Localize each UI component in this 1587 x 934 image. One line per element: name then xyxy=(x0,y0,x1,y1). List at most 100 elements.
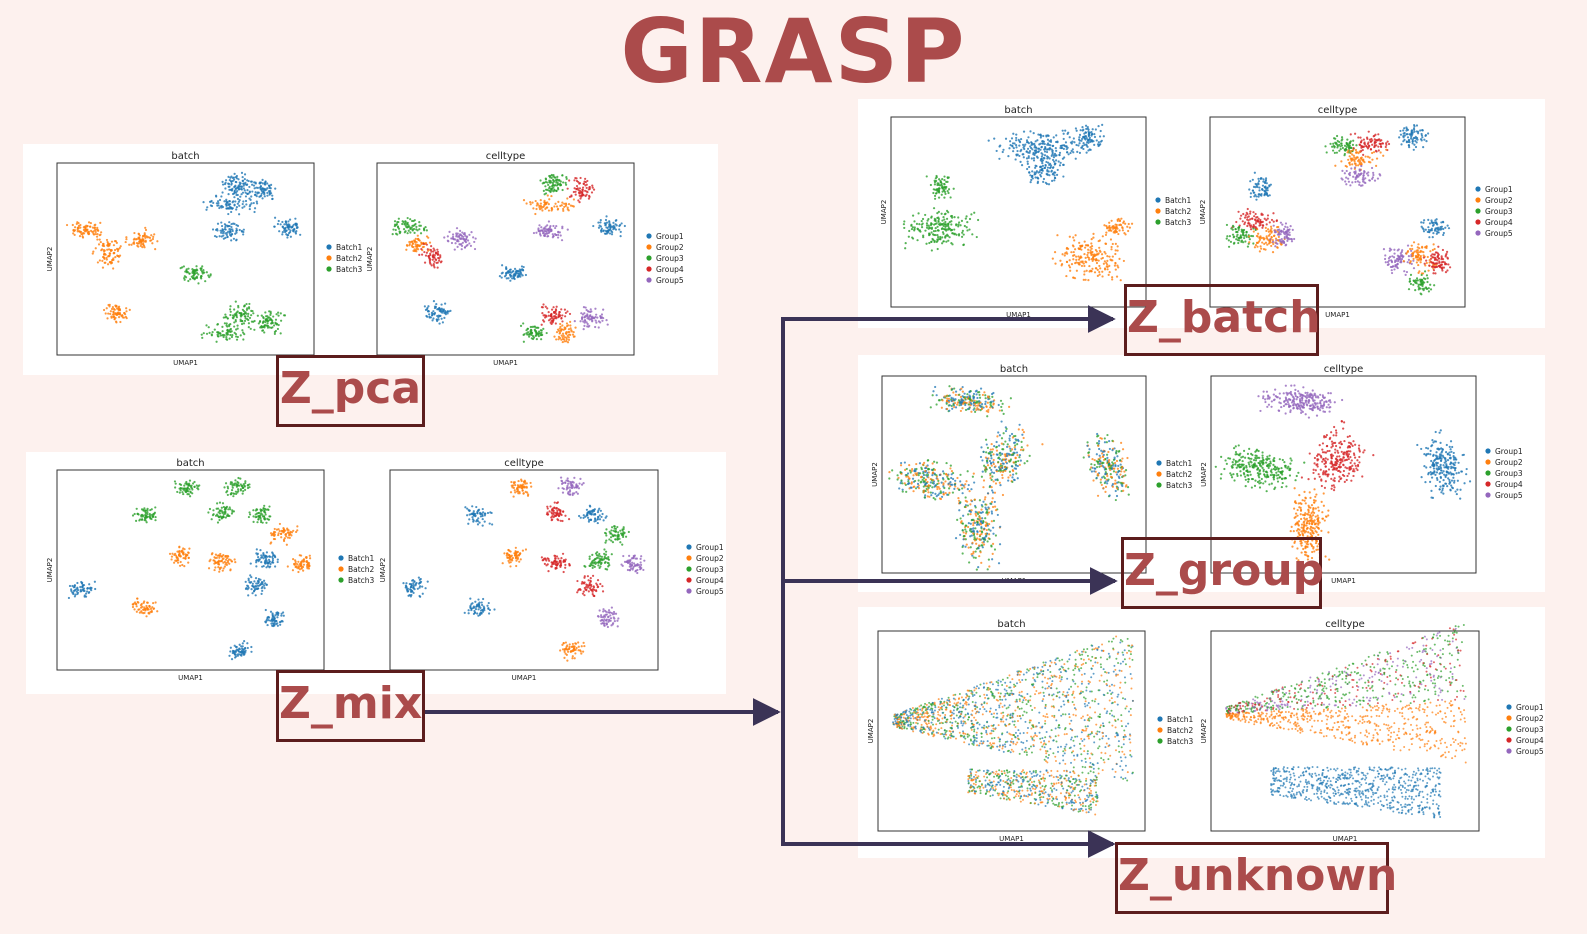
panel-mix-celltype-legend-item: Group4 xyxy=(696,576,724,585)
z-mix-label: Z_mix xyxy=(276,670,425,742)
panel-mix-celltype-plot-ylabel: UMAP2 xyxy=(379,558,387,583)
panel-mix-batch-legend-item: Batch1 xyxy=(348,554,375,563)
panel-group-celltype-plot-ylabel: UMAP2 xyxy=(1200,462,1208,487)
panel-batch-batch-legend-marker xyxy=(1155,219,1161,225)
panel-unknown-batch-plot-xlabel: UMAP1 xyxy=(999,835,1024,843)
panel-unknown-celltype-legend-marker xyxy=(1506,748,1512,754)
panel-pca-celltype-legend-item: Group5 xyxy=(656,276,684,285)
panel-pca-celltype-legend: Group1 Group2 Group3 Group4 Group5 xyxy=(646,232,684,285)
panel-unknown-celltype-legend-marker xyxy=(1506,704,1512,710)
panel-mix-celltype-plot: celltype UMAP1 UMAP2 xyxy=(379,458,659,682)
panel-group-batch-legend-item: Batch1 xyxy=(1166,459,1193,468)
panel-z-unknown: batch UMAP1 UMAP2 celltype UMAP1 UMAP2 Batch1 B… xyxy=(858,607,1545,858)
panel-mix-celltype-legend-marker xyxy=(686,577,692,583)
panel-group-celltype-legend-item: Group3 xyxy=(1495,469,1523,478)
panel-pca-batch-legend-item: Batch2 xyxy=(336,254,363,263)
panel-unknown-batch-legend: Batch1 Batch2 Batch3 xyxy=(1157,715,1194,746)
panel-unknown-celltype-legend-item: Group4 xyxy=(1516,736,1544,745)
panel-batch-batch-plot: batch UMAP1 UMAP2 xyxy=(880,105,1147,319)
panel-group-batch-legend-marker xyxy=(1156,471,1162,477)
panel-group-batch-legend-item: Batch2 xyxy=(1166,470,1193,479)
panel-mix-batch-legend-item: Batch3 xyxy=(348,576,375,585)
panel-pca-celltype-plot: celltype UMAP1 UMAP2 xyxy=(366,151,635,367)
panel-unknown-celltype-plot-xlabel: UMAP1 xyxy=(1333,835,1358,843)
panel-mix-celltype-legend-item: Group3 xyxy=(696,565,724,574)
panel-batch-celltype-legend-item: Group4 xyxy=(1485,218,1513,227)
panel-group-celltype-legend-marker xyxy=(1485,481,1491,487)
panel-mix-celltype-plot-xlabel: UMAP1 xyxy=(512,674,537,682)
panel-pca-batch-legend-marker xyxy=(326,266,332,272)
panel-mix-batch-legend: Batch1 Batch2 Batch3 xyxy=(338,554,375,585)
panel-group-celltype-plot-xlabel: UMAP1 xyxy=(1331,577,1356,585)
panel-group-celltype-legend-marker xyxy=(1485,459,1491,465)
panel-batch-celltype-plot-xlabel: UMAP1 xyxy=(1325,311,1350,319)
panel-unknown-celltype-legend-item: Group2 xyxy=(1516,714,1544,723)
panel-mix-celltype-legend: Group1 Group2 Group3 Group4 Group5 xyxy=(686,543,724,596)
panel-mix-batch-legend-item: Batch2 xyxy=(348,565,375,574)
panel-mix-batch-plot-points xyxy=(67,476,312,661)
panel-batch-celltype-plot-ylabel: UMAP2 xyxy=(1199,200,1207,225)
panel-z-group: batchUMAP1UMAP2celltypeUMAP1UMAP2Batch1B… xyxy=(858,355,1545,592)
panel-batch-celltype-legend: Group1 Group2 Group3 Group4 Group5 xyxy=(1475,185,1513,238)
panel-unknown-batch-plot: batch UMAP1 UMAP2 xyxy=(867,619,1146,843)
panel-unknown-celltype-legend-marker xyxy=(1506,726,1512,732)
panel-unknown-batch-legend-item: Batch1 xyxy=(1167,715,1194,724)
panel-unknown-batch-plot-points xyxy=(892,635,1134,816)
panel-pca-celltype-legend-item: Group2 xyxy=(656,243,684,252)
panel-group-celltype-legend-item: Group4 xyxy=(1495,480,1523,489)
panel-mix-batch-legend-marker xyxy=(338,566,344,572)
panel-unknown-batch-plot-title: batch xyxy=(997,619,1025,630)
panel-group-batch-legend-item: Batch3 xyxy=(1166,481,1193,490)
z-pca-label: Z_pca xyxy=(276,355,425,427)
panel-pca-celltype-legend-item: Group1 xyxy=(656,232,684,241)
panel-pca-celltype-legend-item: Group4 xyxy=(656,265,684,274)
panel-batch-celltype-plot-points xyxy=(1225,123,1452,296)
panel-batch-celltype-legend-item: Group2 xyxy=(1485,196,1513,205)
panel-batch-celltype-legend-marker xyxy=(1475,186,1481,192)
panel-mix-celltype-legend-item: Group5 xyxy=(696,587,724,596)
panel-batch-batch-legend: Batch1 Batch2 Batch3 xyxy=(1155,196,1192,227)
panel-unknown-batch-legend-marker xyxy=(1157,727,1163,733)
panel-pca-celltype-legend-marker xyxy=(646,244,652,250)
panel-pca-celltype-legend-marker xyxy=(646,277,652,283)
panel-pca-batch-legend-marker xyxy=(326,244,332,250)
panel-unknown-celltype-legend: Group1 Group2 Group3 Group4 Group5 xyxy=(1506,703,1544,756)
panel-unknown-celltype-legend-item: Group5 xyxy=(1516,747,1544,756)
panel-pca-celltype-plot-points xyxy=(391,173,626,344)
panel-pca-batch-legend-item: Batch3 xyxy=(336,265,363,274)
panel-mix-celltype-legend-marker xyxy=(686,588,692,594)
panel-group-celltype-legend-marker xyxy=(1485,470,1491,476)
panel-mix-celltype-plot-title: celltype xyxy=(504,458,544,469)
panel-batch-celltype-legend-marker xyxy=(1475,208,1481,214)
panel-z-mix: batch UMAP1 UMAP2 celltype UMAP1 UMAP2 Batch1 B… xyxy=(26,452,726,694)
panel-group-celltype-legend-item: Group2 xyxy=(1495,458,1523,467)
panel-pca-batch-legend: Batch1 Batch2 Batch3 xyxy=(326,243,363,274)
panel-group-batch-legend: Batch1 Batch2 Batch3 xyxy=(1156,459,1193,490)
panel-group-celltype-legend-marker xyxy=(1485,492,1491,498)
panel-mix-batch-plot: batch UMAP1 UMAP2 xyxy=(46,458,325,682)
panel-group-batch-legend-marker xyxy=(1156,460,1162,466)
panel-pca-celltype-plot-ylabel: UMAP2 xyxy=(366,247,374,272)
panel-unknown-batch-plot-ylabel: UMAP2 xyxy=(867,719,875,744)
panel-group-celltype-legend-marker xyxy=(1485,448,1491,454)
panel-group-batch-legend-marker xyxy=(1156,482,1162,488)
panel-pca-batch-plot-ylabel: UMAP2 xyxy=(46,247,54,272)
panel-batch-batch-legend-item: Batch2 xyxy=(1165,207,1192,216)
panel-mix-batch-legend-marker xyxy=(338,555,344,561)
panel-group-celltype-legend-item: Group1 xyxy=(1495,447,1523,456)
panel-unknown-celltype-plot-title: celltype xyxy=(1325,619,1365,630)
panel-batch-batch-plot-ylabel: UMAP2 xyxy=(880,200,888,225)
panel-pca-batch-legend-item: Batch1 xyxy=(336,243,363,252)
panel-pca-celltype-legend-marker xyxy=(646,255,652,261)
panel-group-batch-plot-points xyxy=(888,385,1130,571)
panel-unknown-batch-legend-marker xyxy=(1157,738,1163,744)
panel-unknown-celltype-legend-marker xyxy=(1506,737,1512,743)
panel-batch-batch-plot-title: batch xyxy=(1004,105,1032,116)
panel-group-batch-plot-ylabel: UMAP2 xyxy=(871,462,879,487)
panel-pca-batch-plot-title: batch xyxy=(171,151,199,162)
panel-group-celltype-plot: celltype UMAP1 UMAP2 xyxy=(1200,364,1477,585)
z-unknown-label: Z_unknown xyxy=(1115,842,1397,914)
panel-batch-celltype-legend-marker xyxy=(1475,219,1481,225)
panel-batch-celltype-legend-marker xyxy=(1475,230,1481,236)
